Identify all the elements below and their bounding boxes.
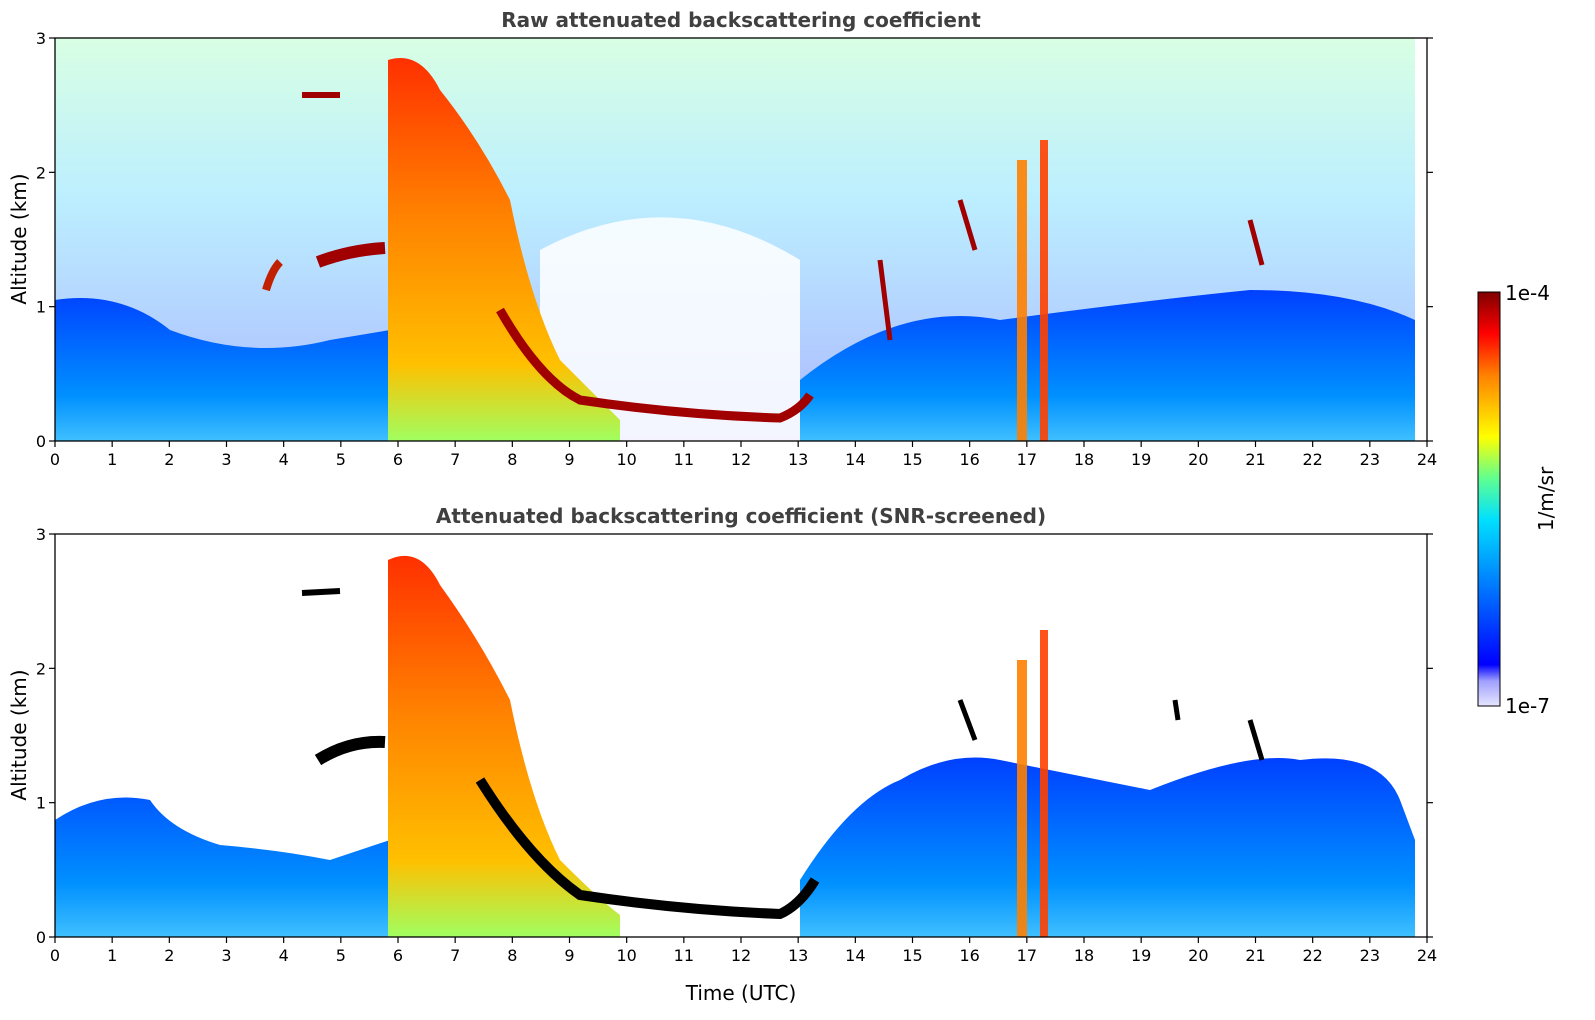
colorbar: 1e-4 1e-7 1/m/sr — [1477, 281, 1558, 718]
stratocumulus-top — [496, 307, 814, 423]
x-tick-label: 23 — [1360, 450, 1380, 469]
y-tick-label: 1 — [36, 794, 46, 813]
x-tick-label: 4 — [279, 450, 289, 469]
y-tick-label: 2 — [36, 659, 46, 678]
panel-screened-y-ticks: 0 1 2 3 — [36, 525, 1433, 947]
y-tick-label: 3 — [36, 525, 46, 544]
colorbar-scale — [1477, 291, 1501, 707]
x-tick-label: 22 — [1302, 450, 1322, 469]
thick-cloud — [388, 58, 620, 441]
x-tick-label: 8 — [507, 450, 517, 469]
x-tick-label: 16 — [959, 946, 979, 965]
x-tick-label: 0 — [50, 946, 60, 965]
x-tick-label: 15 — [902, 946, 922, 965]
x-tick-label: 17 — [1017, 946, 1037, 965]
boundary-layer — [55, 757, 1415, 937]
x-tick-label: 13 — [788, 450, 808, 469]
x-tick-label: 16 — [959, 450, 979, 469]
x-tick-label: 20 — [1188, 450, 1208, 469]
x-tick-label: 7 — [450, 450, 460, 469]
panel-screened-heatmap — [55, 534, 1427, 937]
y-tick-label: 1 — [36, 298, 46, 317]
x-tick-label: 17 — [1017, 450, 1037, 469]
panel-screened: Attenuated backscattering coefficient (S… — [7, 504, 1437, 1005]
panel-screened-title: Attenuated backscattering coefficient (S… — [436, 504, 1046, 528]
x-tick-label: 3 — [221, 450, 231, 469]
x-tick-label: 11 — [674, 450, 694, 469]
panel-raw-title: Raw attenuated backscattering coefficien… — [501, 8, 981, 32]
x-tick-label: 24 — [1417, 450, 1437, 469]
y-tick-label: 3 — [36, 29, 46, 48]
panel-screened-y-label: Altitude (km) — [7, 669, 31, 800]
cloud-column-a — [1017, 160, 1027, 441]
x-tick-label: 6 — [393, 946, 403, 965]
x-tick-label: 21 — [1245, 450, 1265, 469]
clear-gap — [540, 217, 800, 441]
y-tick-label: 0 — [36, 928, 46, 947]
panel-screened-x-ticks: 0 1 2 3 4 5 6 7 8 9 10 11 12 13 14 15 16 17 18 19 20 21 22 23 24 — [50, 937, 1437, 965]
stratocumulus-top — [475, 777, 820, 920]
x-tick-label: 2 — [164, 946, 174, 965]
colorbar-unit-label: 1/m/sr — [1534, 466, 1558, 531]
x-tick-label: 12 — [731, 946, 751, 965]
x-tick-label: 9 — [564, 946, 574, 965]
x-tick-label: 10 — [616, 450, 636, 469]
panel-raw: Raw attenuated backscattering coefficien… — [7, 8, 1437, 469]
x-tick-label: 5 — [336, 450, 346, 469]
y-tick-label: 0 — [36, 432, 46, 451]
x-tick-label: 2 — [164, 450, 174, 469]
x-tick-label: 24 — [1417, 946, 1437, 965]
elevated-layer-b — [301, 588, 341, 596]
x-tick-label: 5 — [336, 946, 346, 965]
x-tick-label: 14 — [845, 450, 865, 469]
x-tick-label: 11 — [674, 946, 694, 965]
x-tick-label: 3 — [221, 946, 231, 965]
x-tick-label: 19 — [1131, 946, 1151, 965]
x-tick-label: 10 — [616, 946, 636, 965]
x-tick-label: 1 — [107, 946, 117, 965]
elevated-layer-c — [262, 259, 283, 292]
elevated-layer-a — [315, 242, 386, 268]
panel-raw-y-ticks: 0 1 2 3 — [36, 29, 1433, 451]
x-tick-label: 23 — [1360, 946, 1380, 965]
y-tick-label: 2 — [36, 163, 46, 182]
colorbar-min-label: 1e-7 — [1505, 694, 1550, 718]
x-tick-label: 13 — [788, 946, 808, 965]
panel-raw-x-ticks: 0 1 2 3 4 5 6 7 8 9 10 11 12 13 14 15 16 17 18 19 20 21 22 23 24 — [50, 441, 1437, 469]
x-tick-label: 20 — [1188, 946, 1208, 965]
x-tick-label: 15 — [902, 450, 922, 469]
x-tick-label: 22 — [1302, 946, 1322, 965]
colorbar-max-label: 1e-4 — [1505, 281, 1550, 305]
x-tick-label: 1 — [107, 450, 117, 469]
cloud-column-a — [1017, 660, 1027, 937]
cloud-column-b — [1040, 630, 1048, 937]
cloud-streaks — [877, 199, 1265, 341]
x-tick-label: 4 — [279, 946, 289, 965]
x-tick-label: 18 — [1074, 946, 1094, 965]
x-tick-label: 19 — [1131, 450, 1151, 469]
x-tick-label: 6 — [393, 450, 403, 469]
elevated-layer-a — [314, 735, 386, 766]
cloud-column-b — [1040, 140, 1048, 441]
x-tick-label: 14 — [845, 946, 865, 965]
boundary-layer — [55, 290, 1415, 441]
x-tick-label: 9 — [564, 450, 574, 469]
x-tick-label: 18 — [1074, 450, 1094, 469]
panel-raw-y-label: Altitude (km) — [7, 173, 31, 304]
panel-screened-x-label: Time (UTC) — [685, 981, 797, 1005]
x-tick-label: 8 — [507, 946, 517, 965]
x-tick-label: 0 — [50, 450, 60, 469]
panel-raw-heatmap — [55, 38, 1427, 441]
x-tick-label: 7 — [450, 946, 460, 965]
x-tick-label: 21 — [1245, 946, 1265, 965]
cloud-streaks — [957, 699, 1265, 761]
x-tick-label: 12 — [731, 450, 751, 469]
thick-cloud — [388, 555, 620, 937]
